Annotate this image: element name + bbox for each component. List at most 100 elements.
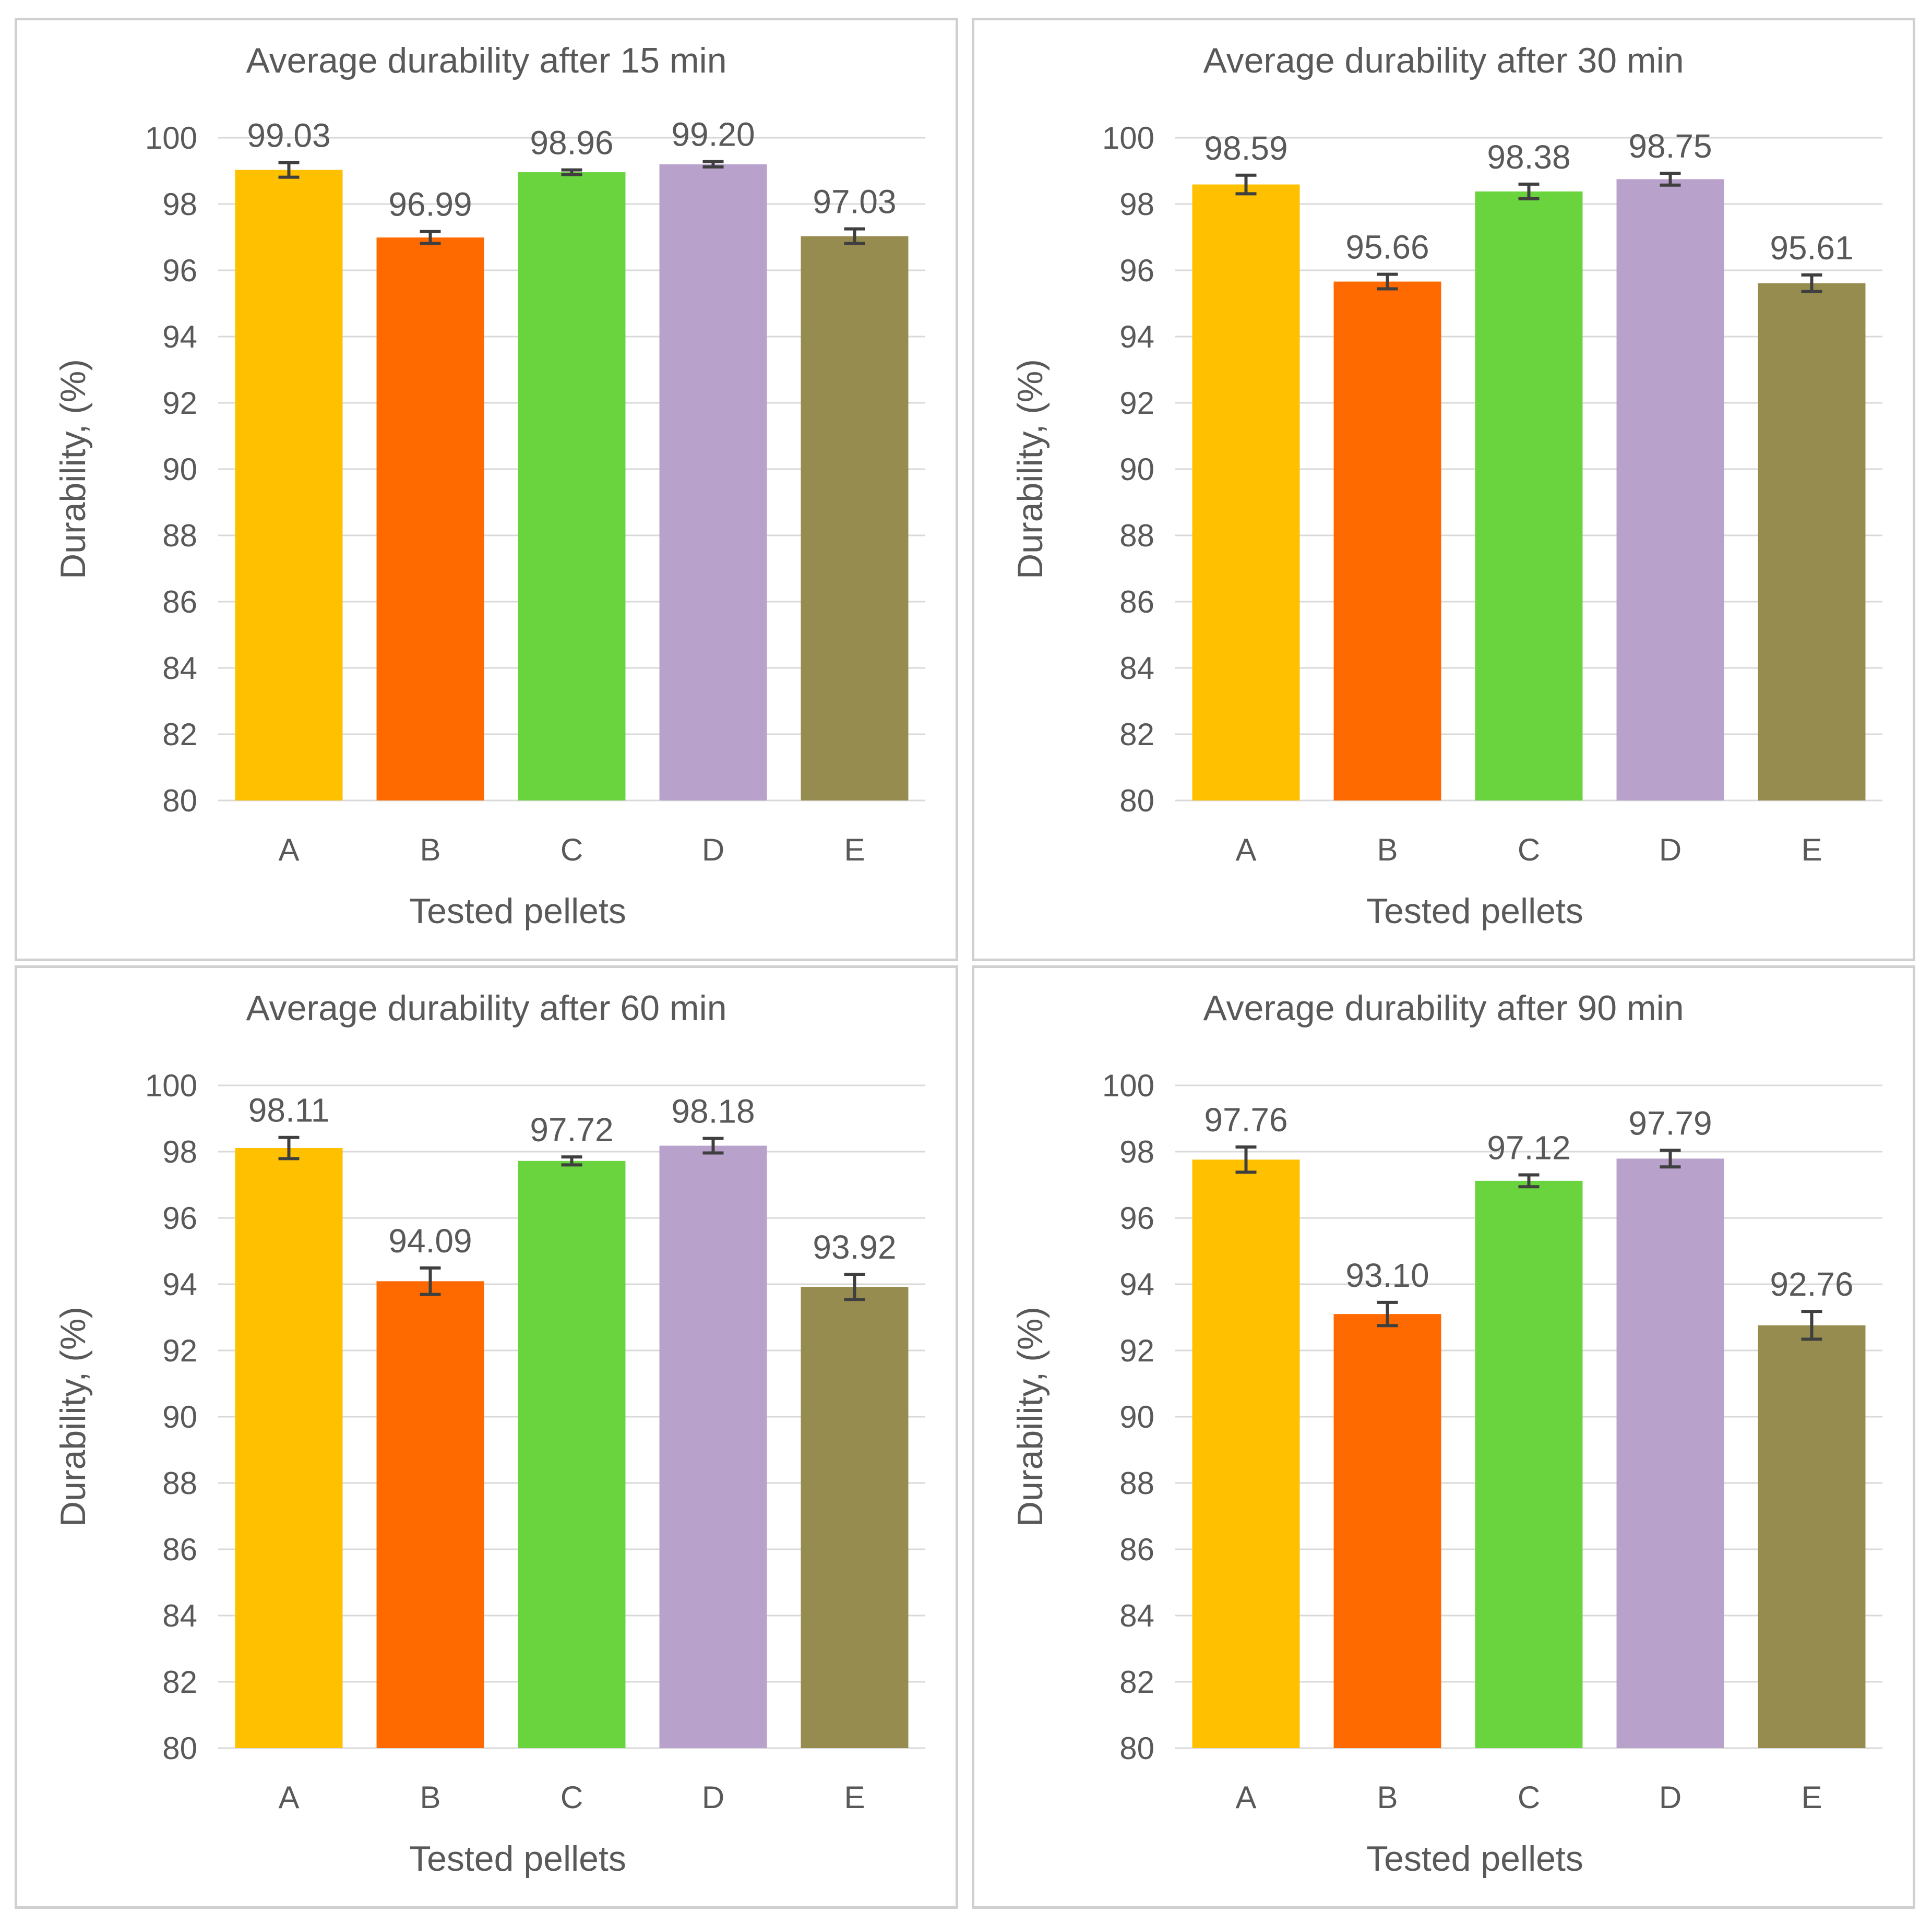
chart-panel-30min: Average durability after 30 min 80 82 84 86 8… bbox=[972, 18, 1915, 961]
chart-panel-90min: Average durability after 90 min 80 82 84 86 8… bbox=[972, 965, 1915, 1909]
chart-title: Average durability after 15 min bbox=[246, 41, 726, 80]
x-tick-label: D bbox=[1659, 1780, 1681, 1815]
x-tick-label: B bbox=[1377, 832, 1398, 867]
data-label-e: 92.76 bbox=[1770, 1265, 1853, 1303]
x-tick-label: A bbox=[278, 832, 299, 867]
bar-c bbox=[518, 172, 626, 800]
y-tick-label: 84 bbox=[162, 651, 197, 686]
data-label-a: 99.03 bbox=[247, 117, 330, 154]
bar-b bbox=[1333, 1314, 1441, 1748]
chart-svg-60min: Average durability after 60 min 80 82 84 86 8… bbox=[53, 988, 925, 1879]
x-tick-label: D bbox=[702, 832, 724, 867]
data-label-e: 95.61 bbox=[1770, 229, 1853, 267]
y-axis-title: Durability, (%) bbox=[1010, 1307, 1050, 1527]
data-label-c: 97.12 bbox=[1487, 1129, 1570, 1166]
y-tick-label: 94 bbox=[162, 319, 197, 354]
bar-b bbox=[1333, 281, 1441, 800]
y-tick-label: 84 bbox=[1119, 651, 1154, 686]
data-label-e: 93.92 bbox=[813, 1228, 896, 1266]
data-label-e: 97.03 bbox=[813, 183, 896, 221]
data-label-b: 95.66 bbox=[1345, 229, 1429, 266]
data-label-a: 98.11 bbox=[248, 1092, 329, 1129]
chart-svg-15min: Average durability after 15 min 80 82 84 86 8… bbox=[53, 41, 925, 931]
y-tick-label: 82 bbox=[1119, 717, 1154, 752]
y-tick-label: 86 bbox=[1119, 584, 1154, 619]
y-tick-label: 80 bbox=[1119, 1731, 1154, 1766]
y-axis-title: Durability, (%) bbox=[53, 359, 93, 579]
data-label-a: 97.76 bbox=[1204, 1101, 1287, 1139]
bar-e bbox=[1758, 283, 1866, 800]
bar-c bbox=[1475, 1180, 1583, 1748]
x-axis-title: Tested pellets bbox=[1366, 891, 1583, 931]
y-tick-label: 100 bbox=[1102, 121, 1154, 156]
x-tick-label: A bbox=[1235, 1780, 1256, 1815]
bar-e bbox=[801, 236, 909, 801]
data-label-d: 99.20 bbox=[671, 116, 755, 153]
x-tick-label: B bbox=[1377, 1780, 1398, 1815]
y-tick-label: 100 bbox=[145, 121, 197, 156]
data-label-d: 98.75 bbox=[1628, 127, 1712, 165]
chart-svg-30min: Average durability after 30 min 80 82 84 86 8… bbox=[1010, 41, 1882, 931]
bar-b bbox=[376, 1281, 484, 1748]
data-label-c: 97.72 bbox=[530, 1111, 613, 1149]
bar-c bbox=[1475, 191, 1583, 800]
y-axis-title: Durability, (%) bbox=[1010, 359, 1050, 579]
y-tick-label: 84 bbox=[1119, 1598, 1154, 1633]
y-tick-label: 88 bbox=[162, 518, 197, 553]
y-tick-label: 100 bbox=[145, 1068, 197, 1103]
y-tick-label: 88 bbox=[1119, 1466, 1154, 1501]
y-tick-label: 84 bbox=[162, 1598, 197, 1633]
y-tick-label: 98 bbox=[1119, 1134, 1154, 1169]
data-label-a: 98.59 bbox=[1204, 129, 1287, 167]
y-tick-label: 96 bbox=[162, 253, 197, 288]
x-axis-title: Tested pellets bbox=[409, 1839, 626, 1879]
chart-panel-15min: Average durability after 15 min 80 82 84 86 8… bbox=[15, 18, 958, 961]
x-tick-label: A bbox=[278, 1780, 299, 1815]
y-tick-label: 82 bbox=[162, 1665, 197, 1700]
y-tick-label: 86 bbox=[162, 1532, 197, 1567]
y-tick-label: 94 bbox=[1119, 319, 1154, 354]
y-tick-label: 96 bbox=[1119, 1201, 1154, 1236]
data-label-b: 93.10 bbox=[1345, 1257, 1429, 1294]
y-tick-label: 92 bbox=[162, 386, 197, 421]
bar-d bbox=[1616, 179, 1724, 800]
chart-panel-60min: Average durability after 60 min 80 82 84 86 8… bbox=[15, 965, 958, 1909]
bar-b bbox=[376, 237, 484, 800]
bar-e bbox=[801, 1287, 909, 1748]
y-tick-label: 90 bbox=[162, 1400, 197, 1434]
y-tick-label: 80 bbox=[162, 1731, 197, 1766]
data-label-c: 98.38 bbox=[1487, 138, 1570, 176]
data-label-b: 96.99 bbox=[388, 186, 472, 223]
data-label-b: 94.09 bbox=[388, 1222, 472, 1260]
x-axis-title: Tested pellets bbox=[409, 891, 626, 931]
y-tick-label: 80 bbox=[1119, 783, 1154, 818]
bar-a bbox=[235, 170, 343, 801]
bar-c bbox=[518, 1161, 626, 1748]
x-tick-label: D bbox=[1659, 832, 1681, 867]
y-tick-label: 98 bbox=[162, 1134, 197, 1169]
chart-title: Average durability after 30 min bbox=[1203, 41, 1684, 80]
chart-svg-90min: Average durability after 90 min 80 82 84 86 8… bbox=[1010, 988, 1882, 1879]
y-tick-label: 90 bbox=[1119, 452, 1154, 487]
data-label-c: 98.96 bbox=[530, 124, 613, 162]
y-axis-title: Durability, (%) bbox=[53, 1307, 93, 1527]
y-tick-label: 96 bbox=[162, 1201, 197, 1236]
data-label-d: 98.18 bbox=[671, 1093, 755, 1130]
x-tick-label: C bbox=[560, 1780, 583, 1815]
x-tick-label: E bbox=[844, 832, 865, 867]
bar-e bbox=[1758, 1325, 1866, 1748]
bar-d bbox=[1616, 1158, 1724, 1748]
y-tick-label: 86 bbox=[162, 584, 197, 619]
bar-d bbox=[659, 1145, 767, 1748]
y-tick-label: 92 bbox=[1119, 1333, 1154, 1368]
data-label-d: 97.79 bbox=[1628, 1104, 1712, 1142]
y-tick-label: 92 bbox=[1119, 386, 1154, 421]
x-axis-title: Tested pellets bbox=[1366, 1839, 1583, 1879]
y-tick-label: 98 bbox=[162, 187, 197, 222]
bar-a bbox=[1192, 184, 1300, 800]
y-tick-label: 92 bbox=[162, 1333, 197, 1368]
chart-title: Average durability after 60 min bbox=[246, 988, 726, 1028]
y-tick-label: 86 bbox=[1119, 1532, 1154, 1567]
y-tick-label: 88 bbox=[162, 1466, 197, 1501]
y-tick-label: 94 bbox=[1119, 1267, 1154, 1302]
